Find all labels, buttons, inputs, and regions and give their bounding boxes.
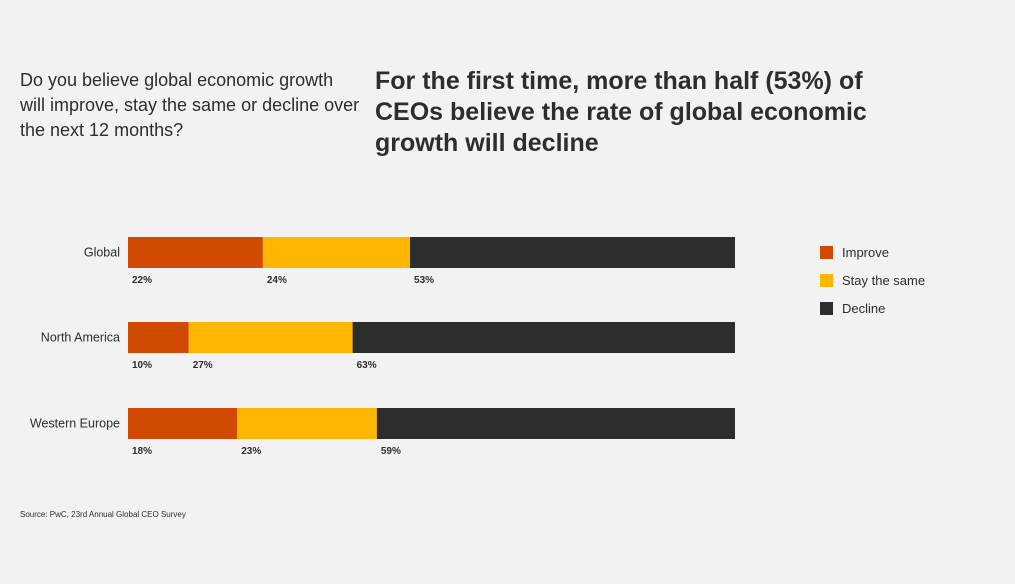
value-label-global-decline: 53% bbox=[414, 275, 434, 286]
legend-item-stay-the-same: Stay the same bbox=[820, 266, 925, 294]
legend-swatch-decline bbox=[820, 301, 833, 315]
category-label-western-europe: Western Europe bbox=[30, 417, 120, 431]
value-label-global-stay-the-same: 24% bbox=[267, 275, 287, 286]
legend-label-improve: Improve bbox=[842, 244, 889, 260]
bar-western-europe-stay-the-same bbox=[237, 408, 377, 439]
bar-western-europe-decline bbox=[376, 408, 735, 439]
legend-label-decline: Decline bbox=[842, 300, 886, 316]
headline: For the first time, more than half (53%)… bbox=[375, 67, 867, 157]
value-label-western-europe-decline: 59% bbox=[381, 446, 401, 457]
bar-north-america-improve bbox=[128, 322, 189, 353]
value-label-western-europe-improve: 18% bbox=[132, 446, 152, 457]
bar-global-stay-the-same bbox=[262, 237, 411, 268]
bar-western-europe-improve bbox=[128, 408, 238, 439]
legend-item-decline: Decline bbox=[820, 294, 925, 322]
value-label-north-america-improve: 10% bbox=[132, 360, 152, 371]
category-label-global: Global bbox=[84, 246, 120, 260]
question-text: Do you believe global economic growth wi… bbox=[20, 70, 360, 140]
legend-swatch-stay-the-same bbox=[820, 273, 833, 287]
value-label-western-europe-stay-the-same: 23% bbox=[241, 446, 261, 457]
legend-item-improve: Improve bbox=[820, 238, 925, 266]
bar-north-america-stay-the-same bbox=[188, 322, 353, 353]
bar-global-decline bbox=[410, 237, 735, 268]
legend-label-stay-the-same: Stay the same bbox=[842, 272, 926, 288]
bar-global-improve bbox=[128, 237, 263, 268]
value-label-north-america-stay-the-same: 27% bbox=[193, 360, 213, 371]
legend-swatch-improve bbox=[820, 245, 833, 259]
bar-north-america-decline bbox=[352, 322, 735, 353]
legend: Improve Stay the same Decline bbox=[820, 238, 925, 322]
value-label-north-america-decline: 63% bbox=[357, 360, 377, 371]
category-label-north-america: North America bbox=[41, 331, 120, 345]
value-label-global-improve: 22% bbox=[132, 275, 152, 286]
source-note: Source: PwC, 23rd Annual Global CEO Surv… bbox=[20, 510, 186, 519]
